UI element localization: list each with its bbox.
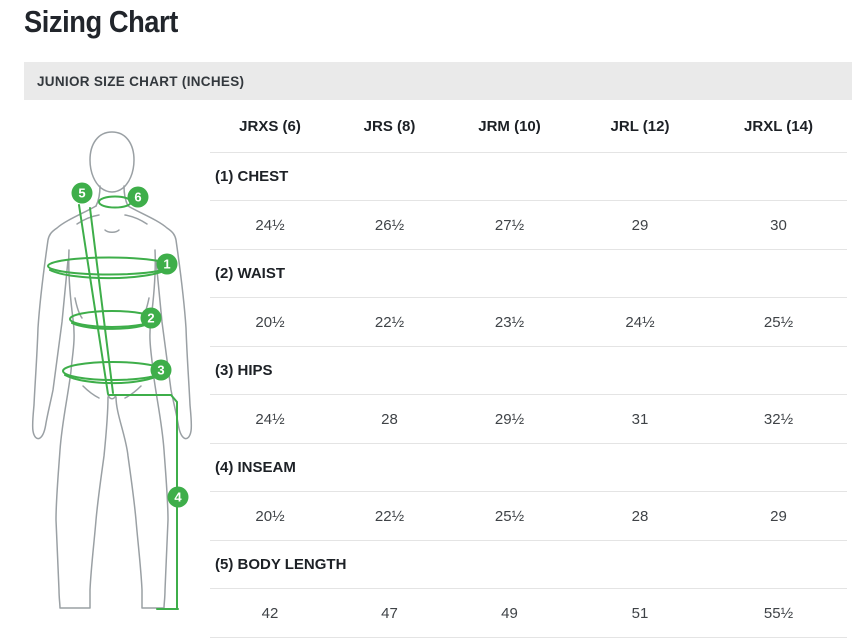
body-measurement-figure: 1 2 3 4 5 — [20, 100, 220, 639]
waist-measure-line — [69, 310, 155, 328]
svg-text:4: 4 — [174, 490, 182, 505]
neck-measure-line — [98, 195, 132, 209]
size-value: 28 — [631, 507, 649, 525]
marker-body-length: 5 — [71, 182, 93, 204]
size-table: JRXS (6) JRS (8) JRM (10) JRL (12) JRXL (14)… — [210, 100, 847, 638]
size-value: 20½ — [255, 507, 285, 525]
size-table-header-row: JRXS (6) JRS (8) JRM (10) JRL (12) JRXL (14) — [210, 100, 847, 153]
measurement-label-row: (5) BODY LENGTH — [210, 541, 847, 589]
measurement-label-row: (2) WAIST — [210, 250, 847, 298]
size-value: 30 — [770, 216, 787, 234]
size-value: 22½ — [374, 313, 405, 331]
body-figure-svg: 1 2 3 4 5 — [31, 131, 193, 610]
marker-hips: 3 — [150, 359, 172, 381]
measurement-values-row: 24½ 28 29½ 31 32½ — [210, 395, 847, 444]
measurement-values-row: 24½ 26½ 27½ 29 30 — [210, 201, 847, 250]
measurement-label-row: (3) HIPS — [210, 347, 847, 395]
size-value: 31 — [631, 410, 649, 428]
body-length-measure-line — [78, 204, 109, 395]
inseam-measure-line — [108, 394, 178, 610]
size-value: 29½ — [494, 410, 525, 428]
svg-text:2: 2 — [147, 311, 154, 326]
size-value: 29 — [770, 507, 787, 525]
size-value: 32½ — [763, 410, 794, 428]
body-outline — [31, 131, 193, 609]
section-header-label: JUNIOR SIZE CHART (INCHES) — [37, 73, 245, 89]
measurement-values-row: 20½ 22½ 25½ 28 29 — [210, 492, 847, 541]
svg-text:6: 6 — [134, 190, 141, 205]
section-header-bar: JUNIOR SIZE CHART (INCHES) — [24, 62, 852, 100]
measurement-label-row: (1) CHEST — [210, 153, 847, 201]
marker-inseam: 4 — [167, 486, 189, 508]
size-value: 27½ — [494, 216, 525, 234]
hips-measure-line — [62, 361, 164, 381]
marker-chest: 1 — [156, 253, 178, 275]
column-header: JRL (12) — [610, 117, 670, 135]
column-header: JRXS (6) — [239, 117, 301, 135]
size-value: 26½ — [374, 216, 405, 234]
size-value: 47 — [381, 604, 398, 622]
measurement-markers: 1 2 3 4 5 — [71, 182, 189, 508]
column-header: JRM (10) — [478, 117, 541, 135]
svg-text:3: 3 — [157, 363, 164, 378]
chest-measure-line — [47, 256, 171, 276]
size-value: 24½ — [255, 216, 285, 234]
page-title: Sizing Chart — [24, 4, 178, 39]
measurement-values-row: 42 47 49 51 55½ — [210, 589, 847, 638]
column-header: JRS (8) — [363, 117, 416, 135]
size-value: 42 — [261, 604, 279, 622]
svg-text:5: 5 — [78, 186, 85, 201]
size-value: 25½ — [494, 507, 525, 525]
size-value: 23½ — [494, 313, 525, 331]
measurement-label: (2) WAIST — [215, 265, 285, 282]
measurement-lines — [47, 195, 179, 610]
measurement-label: (1) CHEST — [215, 168, 289, 185]
measurement-label: (5) BODY LENGTH — [215, 556, 347, 573]
marker-neck: 6 — [127, 186, 149, 208]
size-value: 28 — [381, 410, 398, 428]
measurement-label: (3) HIPS — [215, 362, 273, 379]
size-value: 25½ — [763, 313, 794, 331]
size-value: 55½ — [763, 604, 794, 622]
measurement-label-row: (4) INSEAM — [210, 444, 847, 492]
size-value: 20½ — [255, 313, 285, 331]
size-value: 51 — [631, 604, 649, 622]
measurement-values-row: 20½ 22½ 23½ 24½ 25½ — [210, 298, 847, 347]
svg-text:1: 1 — [163, 257, 170, 272]
size-value: 24½ — [255, 410, 285, 428]
size-value: 22½ — [374, 507, 405, 525]
measurement-label: (4) INSEAM — [215, 459, 296, 476]
size-value: 49 — [501, 604, 518, 622]
column-header: JRXL (14) — [744, 117, 813, 135]
size-value: 29 — [631, 216, 649, 234]
size-value: 24½ — [625, 313, 655, 331]
marker-waist: 2 — [140, 307, 162, 329]
